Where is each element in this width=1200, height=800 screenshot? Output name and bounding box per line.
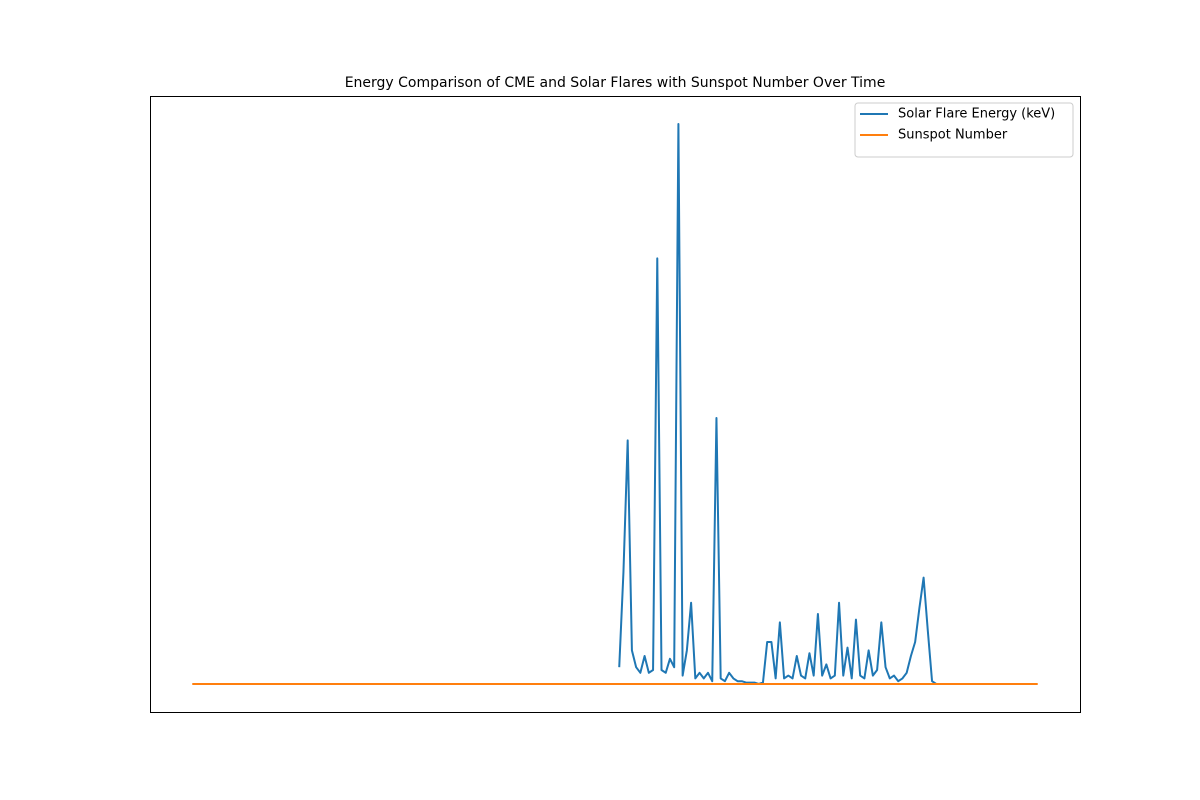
legend-label: Sunspot Number xyxy=(898,128,1008,143)
plot-area xyxy=(192,123,1038,685)
chart-title: Energy Comparison of CME and Solar Flare… xyxy=(345,75,886,91)
legend: Solar Flare Energy (keV) Sunspot Number xyxy=(854,102,1074,158)
axes-frame xyxy=(150,96,1081,713)
legend-box xyxy=(854,102,1074,158)
legend-label: Solar Flare Energy (keV) xyxy=(898,107,1055,122)
series-line xyxy=(618,123,937,685)
